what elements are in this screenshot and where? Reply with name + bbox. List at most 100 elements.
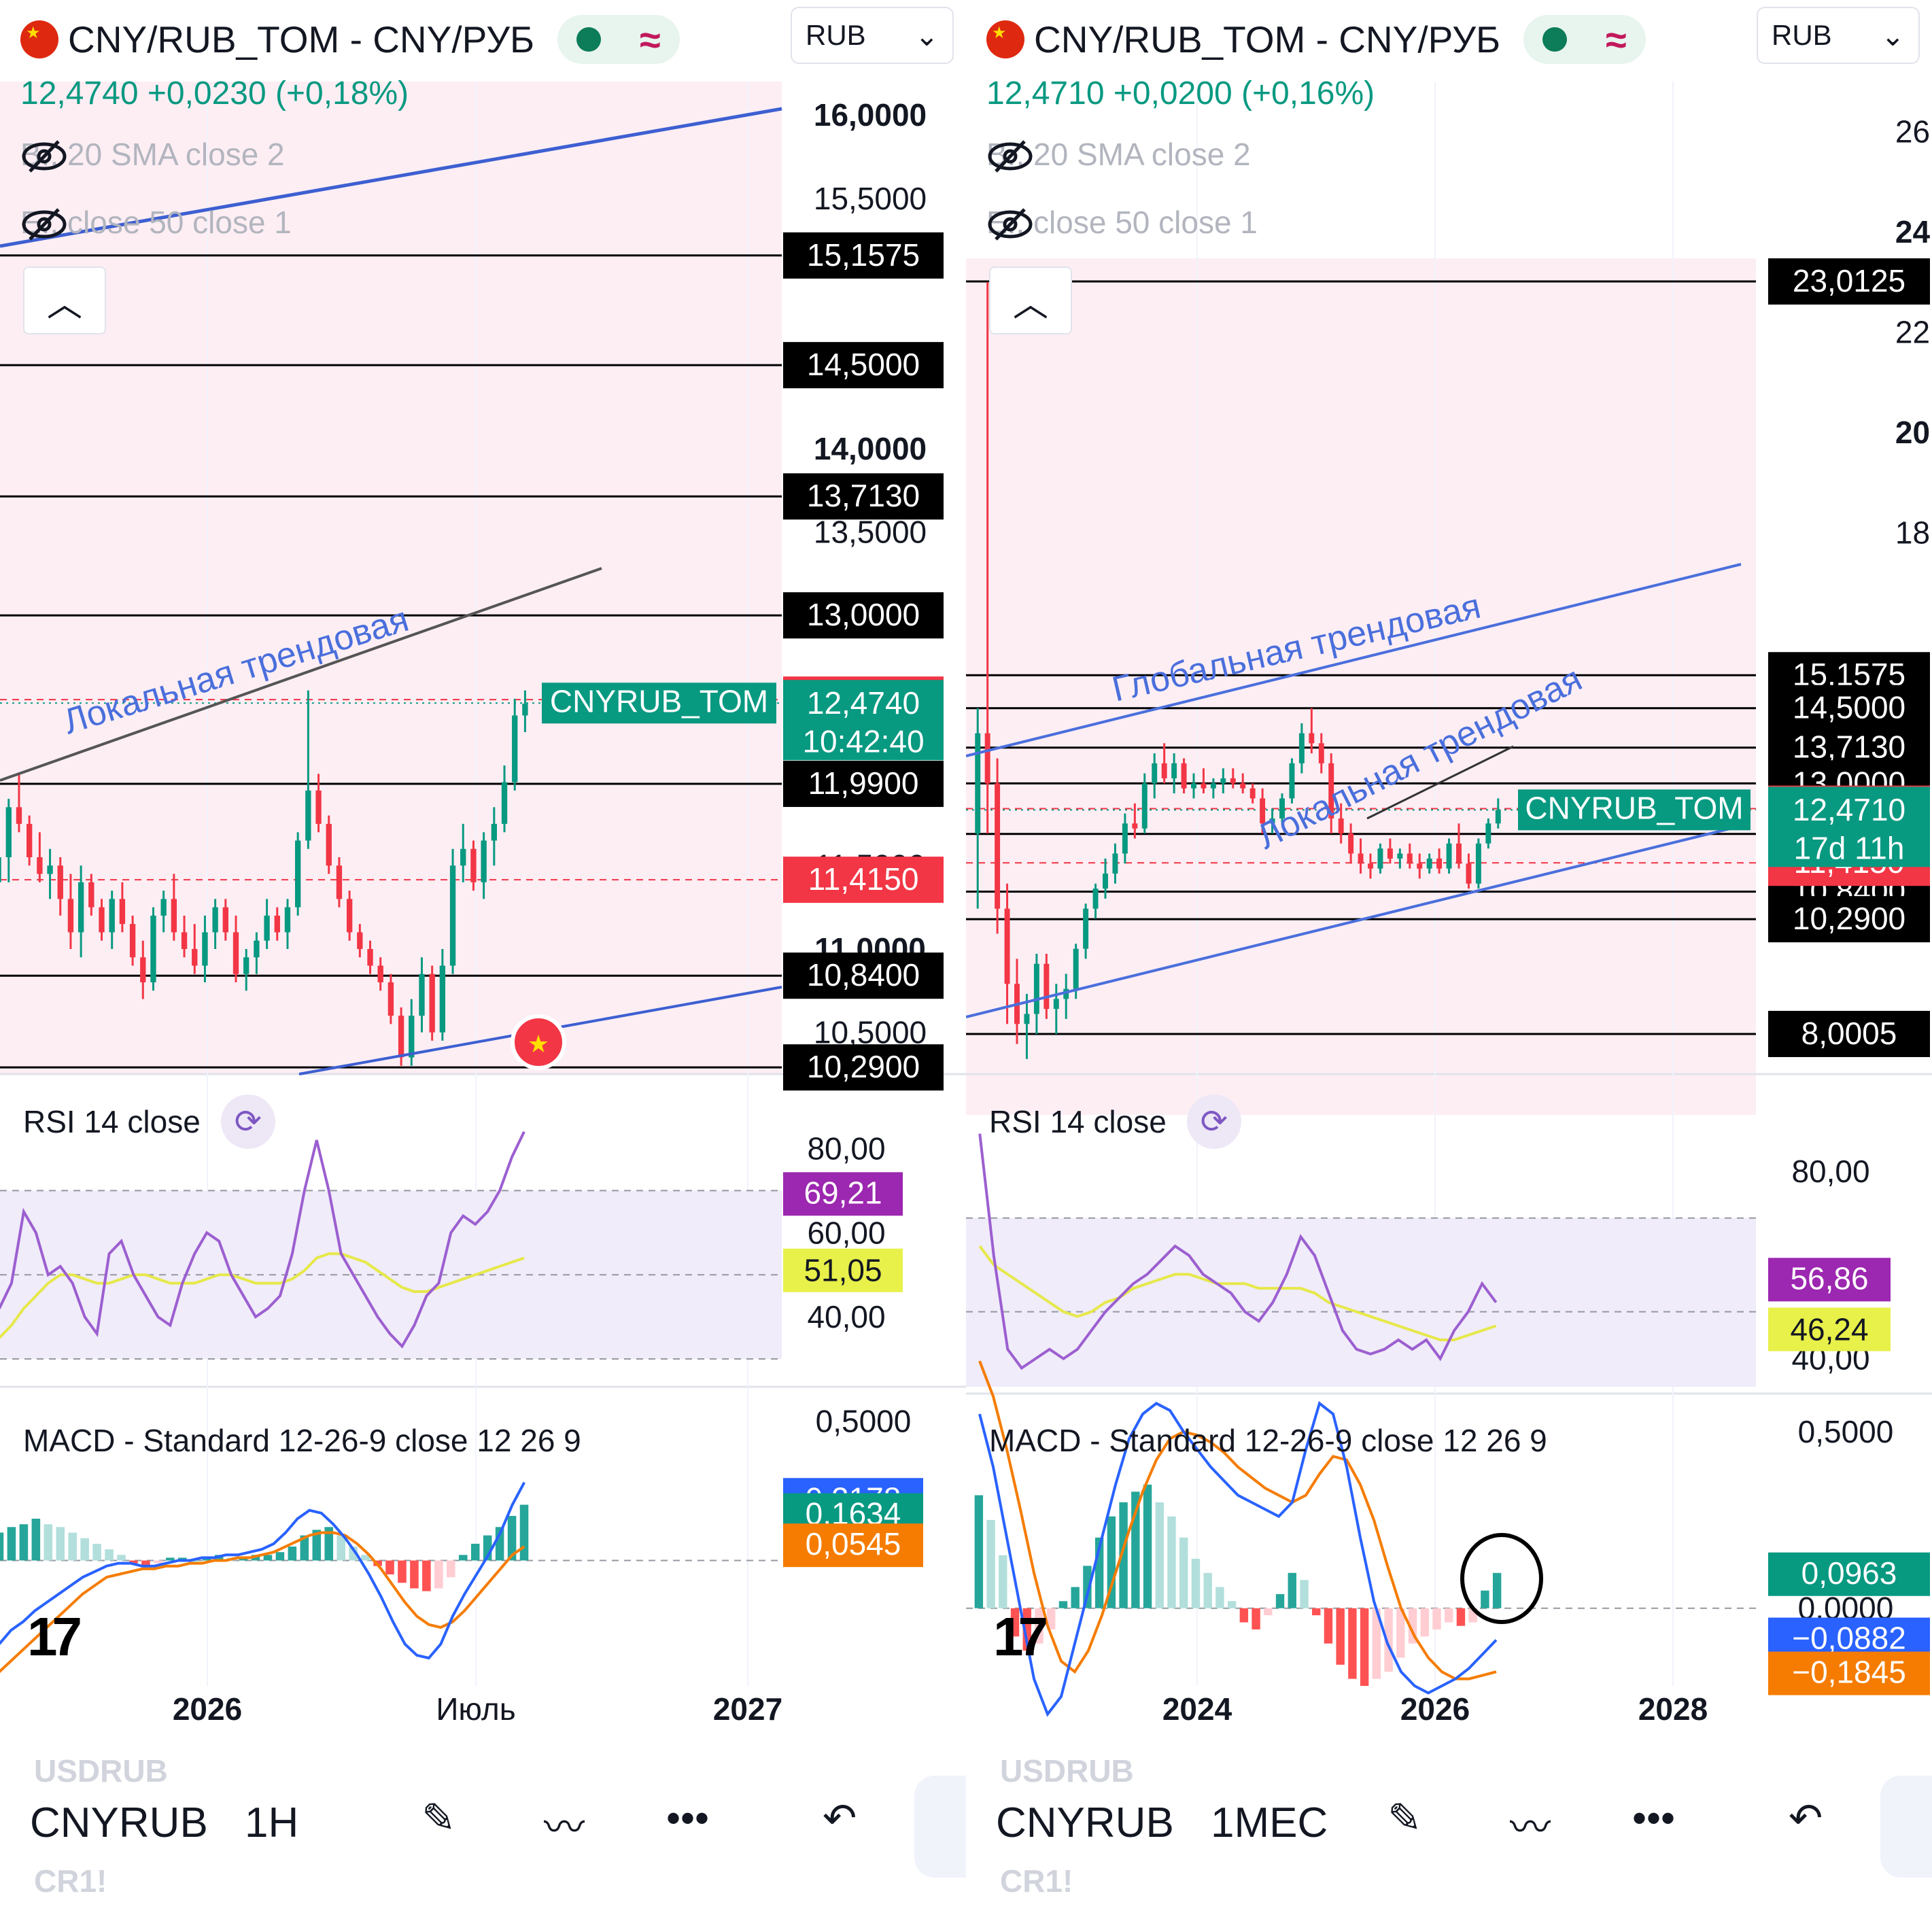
- macd-histogram-bar: [507, 1515, 517, 1561]
- ghost-symbol-next: CR1!: [1000, 1863, 1073, 1899]
- candle: [192, 948, 198, 966]
- macd-histogram-bar: [1312, 1608, 1321, 1616]
- drawing-tools-icon[interactable]: 〰: [544, 1805, 585, 1850]
- candle: [439, 965, 446, 1033]
- refresh-icon[interactable]: ⟳: [220, 1094, 275, 1149]
- candle: [1112, 853, 1118, 874]
- rsi-legend[interactable]: RSI 14 close ⟳: [23, 1094, 275, 1149]
- candle: [1073, 948, 1079, 989]
- symbol-header[interactable]: CNY/RUB_TOM - CNY/РУБ ≈: [986, 12, 1646, 67]
- candle: [409, 1016, 415, 1058]
- status-pill[interactable]: ≈: [1523, 15, 1646, 64]
- eye-off-icon[interactable]: [20, 204, 68, 245]
- level-tag: 14,5000: [807, 347, 920, 382]
- candle: [181, 932, 188, 949]
- indicator-ema[interactable]: E.. close 50 close 1: [986, 204, 1258, 241]
- interval-button[interactable]: 1МЕС: [1211, 1799, 1328, 1846]
- rsi-value-tag: 56,86: [1790, 1260, 1868, 1296]
- chart-canvas[interactable]: Локальная трендовая★CNYRUB_TOM16,000015,…: [0, 0, 966, 1932]
- macd-histogram-bar: [31, 1519, 41, 1561]
- side-panel-button[interactable]: [914, 1776, 966, 1878]
- currency-select[interactable]: RUB ⌄: [1757, 7, 1920, 64]
- price-axis-label: 26,0000: [1895, 114, 1932, 150]
- eye-off-icon[interactable]: [986, 204, 1034, 245]
- candle: [47, 865, 53, 874]
- macd-histogram-bar: [458, 1555, 468, 1561]
- highlight-circle: [1460, 1533, 1543, 1624]
- interval-button[interactable]: 1H: [245, 1799, 299, 1846]
- currency-select[interactable]: RUB ⌄: [791, 7, 954, 64]
- level-tag: 10,2900: [807, 1049, 920, 1084]
- drawing-tools-icon[interactable]: 〰: [1510, 1805, 1551, 1850]
- macd-histogram-bar: [275, 1552, 285, 1561]
- ticker-tag: CNYRUB_TOM: [1525, 791, 1743, 826]
- more-icon[interactable]: •••: [1632, 1795, 1676, 1841]
- pen-icon[interactable]: ✎: [421, 1795, 456, 1841]
- price-axis-label: 20,0000: [1895, 415, 1932, 450]
- marker-tag-bg: [783, 857, 944, 903]
- symbol-header[interactable]: CNY/RUB_TOM - CNY/РУБ ≈: [20, 12, 680, 67]
- level-tag-bg: [783, 952, 944, 999]
- candle: [232, 932, 239, 974]
- candle: [284, 907, 291, 933]
- refresh-icon[interactable]: ⟳: [1186, 1094, 1241, 1149]
- macd-histogram-bar: [974, 1495, 984, 1608]
- time-axis-label: 2027: [713, 1691, 782, 1727]
- chart-panel-monthly[interactable]: Глобальная трендовая Локальная трендовая C…: [966, 0, 1932, 1932]
- pen-icon[interactable]: ✎: [1387, 1795, 1422, 1841]
- macd-histogram-bar: [434, 1560, 443, 1589]
- symbol-title: CNY/RUB_TOM - CNY/РУБ: [1034, 18, 1501, 61]
- candle: [512, 715, 518, 782]
- chevron-down-icon: ⌄: [1880, 19, 1905, 52]
- macd-histogram-bar: [1372, 1608, 1381, 1679]
- channel-fill: [0, 82, 782, 1074]
- macd-histogram-bar: [105, 1549, 114, 1561]
- rsi-legend[interactable]: RSI 14 close ⟳: [989, 1094, 1241, 1149]
- macd-histogram-bar: [1396, 1608, 1405, 1658]
- level-tag-bg: [783, 761, 944, 808]
- macd-histogram-bar: [385, 1560, 394, 1574]
- price-change: 12,4710 +0,0200 (+0,16%): [986, 75, 1375, 111]
- bottom-toolbar: [966, 1754, 1932, 1932]
- candle: [1249, 788, 1256, 799]
- indicator-ema[interactable]: E.. close 50 close 1: [20, 204, 292, 241]
- macd-histogram-bar: [7, 1527, 16, 1561]
- candle: [1387, 848, 1393, 859]
- side-panel-button[interactable]: [1880, 1776, 1932, 1878]
- rsi-sma-tag: 51,05: [804, 1253, 882, 1288]
- symbol-button[interactable]: CNYRUB: [996, 1799, 1174, 1846]
- indicator-sma[interactable]: B.. 20 SMA close 2: [986, 136, 1251, 173]
- ghost-symbol-prev: USDRUB: [34, 1753, 168, 1789]
- candle: [1426, 858, 1432, 869]
- candle: [1407, 853, 1413, 864]
- indicator-sma[interactable]: B.. 20 SMA close 2: [20, 136, 285, 173]
- more-icon[interactable]: •••: [666, 1795, 710, 1841]
- candle: [1201, 783, 1207, 789]
- macd-histogram-bar: [117, 1555, 126, 1561]
- macd-histogram-bar: [1492, 1572, 1502, 1608]
- macd-histogram-bar: [1227, 1601, 1237, 1608]
- collapse-legend-button[interactable]: ︿: [989, 266, 1072, 334]
- rsi-axis-label: 40,00: [807, 1299, 885, 1334]
- candle: [88, 882, 94, 908]
- eye-off-icon[interactable]: [986, 136, 1034, 177]
- macd-value-tag-bg: [1768, 1552, 1930, 1596]
- collapse-legend-button[interactable]: ︿: [23, 266, 106, 334]
- undo-icon[interactable]: ↶: [823, 1795, 857, 1841]
- symbol-button[interactable]: CNYRUB: [30, 1799, 208, 1846]
- macd-histogram-bar: [1035, 1608, 1043, 1644]
- eye-off-icon[interactable]: [20, 136, 68, 177]
- candle: [67, 899, 74, 933]
- chart-panel-1h[interactable]: Локальная трендовая ★ CNYRUB_TOM 16,0000 15,…: [0, 0, 966, 1932]
- macd-legend[interactable]: MACD - Standard 12-26-9 close 12 26 9: [989, 1422, 1547, 1459]
- candle: [140, 957, 146, 983]
- level-tag: 8,0005: [1801, 1016, 1897, 1051]
- status-pill[interactable]: ≈: [557, 15, 680, 64]
- price-axis-label: 22,0000: [1895, 315, 1932, 350]
- macd-histogram-bar: [1215, 1587, 1224, 1608]
- macd-legend[interactable]: MACD - Standard 12-26-9 close 12 26 9: [23, 1422, 581, 1459]
- undo-icon[interactable]: ↶: [1789, 1795, 1823, 1841]
- level-tag: 11,9900: [808, 765, 919, 801]
- last-price-tag-countdown: 10:42:40: [802, 723, 924, 759]
